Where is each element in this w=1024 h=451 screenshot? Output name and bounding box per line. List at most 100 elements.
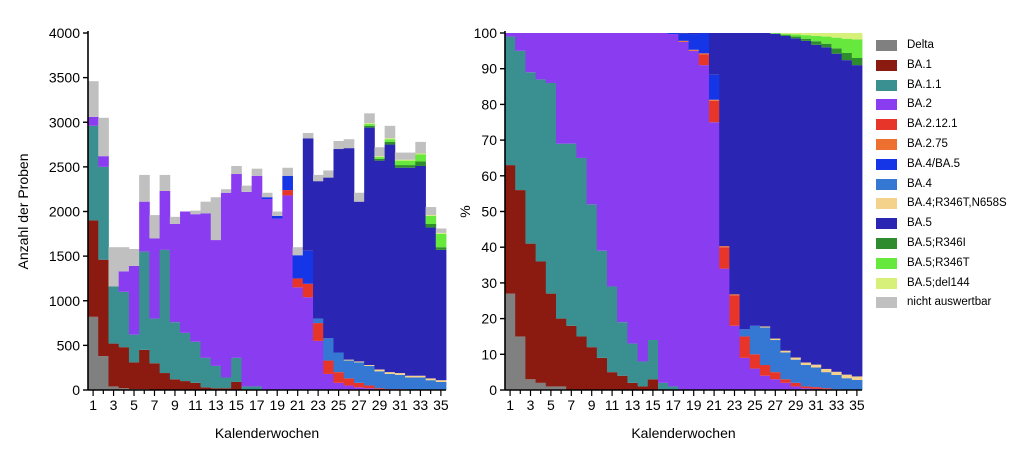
bar-segment-ba-2-kw24 — [739, 357, 751, 390]
y-tick-label: 90 — [481, 61, 497, 77]
y-tick-label: 0 — [72, 382, 80, 398]
x-tick-label: 1 — [506, 397, 514, 413]
bar-segment-nicht-auswertbar-kw14 — [220, 189, 232, 193]
legend-label: BA.4/BA.5 — [907, 157, 961, 170]
bar-segment-ba-2-kw15 — [231, 174, 242, 358]
bar-segment-ba-5-kw31 — [811, 44, 822, 365]
bar-segment-ba-1-kw1 — [88, 220, 99, 317]
bar-segment-ba-5-kw34 — [425, 227, 437, 379]
bar-segment-ba-2-kw6 — [556, 33, 567, 144]
bar-segment-ba-5-r346t-kw31 — [811, 35, 822, 42]
bar-segment-nicht-auswertbar-kw19 — [272, 211, 283, 216]
bar-segment-ba-1-1-kw13 — [210, 365, 222, 389]
bar-segment-ba-5-del144-kw35 — [435, 232, 447, 234]
bar-segment-ba-1-1-kw2 — [515, 50, 526, 191]
x-tick-label: 15 — [645, 397, 661, 413]
bar-segment-ba-1-kw4 — [535, 261, 547, 383]
bar-segment-ba-2-12-1-kw26 — [760, 365, 771, 376]
bar-segment-ba-2-kw10 — [596, 33, 608, 251]
bar-segment-ba-2-12-1-kw29 — [374, 388, 386, 390]
bar-segment-ba-2-75-kw22 — [719, 246, 730, 248]
bar-segment-ba-5-kw24 — [739, 33, 751, 330]
bar-segment-ba-5-r346i-kw34 — [425, 224, 437, 228]
bar-segment-ba-1-1-kw9 — [586, 204, 598, 348]
x-tick-label: 23 — [310, 397, 326, 413]
bar-segment-ba-1-kw14 — [637, 386, 649, 390]
bar-segment-ba-1-kw7 — [566, 325, 577, 390]
bar-segment-nicht-auswertbar-kw9 — [169, 216, 181, 224]
bar-segment-delta-kw3 — [525, 379, 536, 390]
bar-segment-ba-2-kw19 — [272, 218, 283, 390]
bar-segment-nicht-auswertbar-kw33 — [415, 141, 426, 154]
bar-segment-ba-4-kw29 — [374, 371, 386, 389]
bar-segment-ba-1-1-kw14 — [220, 377, 232, 389]
y-axis-title: % — [457, 205, 473, 217]
bar-segment-ba-5-r346t-kw28 — [780, 33, 791, 35]
bar-segment-ba-2-12-1-kw20 — [698, 54, 710, 66]
bar-segment-ba-1-kw5 — [545, 293, 557, 387]
bar-segment-ba-5-r346t-kw32 — [821, 36, 832, 44]
legend-item: BA.4 — [876, 177, 1024, 197]
bar-segment-ba-5-del144-kw32 — [405, 159, 416, 161]
bar-segment-delta-kw4 — [118, 388, 130, 390]
bar-segment-ba-5-r346t-kw34 — [425, 215, 437, 224]
bar-segment-ba-2-12-1-kw23 — [729, 295, 740, 326]
x-tick-label: 5 — [547, 397, 555, 413]
x-tick-label: 29 — [788, 397, 804, 413]
x-tick-label: 19 — [686, 397, 702, 413]
y-tick-label: 10 — [481, 346, 497, 362]
bar-segment-ba-5-kw28 — [364, 127, 375, 366]
x-tick-label: 11 — [188, 397, 203, 413]
bar-segment-ba-2-12-1-kw21 — [292, 278, 304, 288]
x-tick-label: 33 — [829, 397, 845, 413]
bar-segment-ba-2-kw5 — [545, 33, 557, 83]
bar-segment-ba-4-ba-5-kw21 — [292, 255, 304, 279]
bar-segment-ba-5-r346i-kw28 — [364, 125, 375, 128]
bar-segment-ba-2-12-1-kw26 — [343, 378, 355, 386]
bar-segment-ba-4-kw32 — [405, 377, 416, 390]
legend-item: BA.1 — [876, 58, 1024, 78]
bar-segment-ba-2-kw26 — [343, 385, 355, 390]
bar-segment-nicht-auswertbar-kw26 — [343, 139, 355, 149]
bar-segment-delta-kw5 — [545, 386, 557, 390]
legend-swatch — [876, 178, 897, 190]
bar-segment-ba-5-kw27 — [770, 33, 781, 339]
bar-segment-ba-5-del144-kw28 — [780, 33, 791, 34]
bar-segment-ba-4-r346t-n658s-kw35 — [435, 380, 447, 382]
legend-label: BA.5 — [907, 217, 932, 230]
y-tick-label: 1500 — [49, 248, 80, 264]
bar-segment-ba-4-kw25 — [749, 325, 761, 355]
bar-segment-ba-5-r346i-kw35 — [435, 247, 447, 250]
bar-segment-ba-5-kw35 — [851, 65, 863, 377]
x-tick-label: 25 — [331, 397, 347, 413]
bar-segment-ba-2-kw9 — [169, 224, 181, 323]
bar-segment-ba-1-1-kw6 — [139, 251, 150, 350]
bar-segment-ba-5-kw24 — [323, 177, 334, 339]
x-tick-label: 35 — [433, 397, 449, 413]
bar-segment-ba-2-kw17 — [251, 175, 263, 387]
legend-item: BA.1.1 — [876, 78, 1024, 98]
bar-segment-nicht-auswertbar-kw25 — [333, 140, 345, 150]
legend-item: BA.5;R346T — [876, 256, 1024, 276]
bar-segment-ba-5-del144-kw33 — [831, 33, 842, 38]
bars-group — [88, 81, 447, 390]
bar-segment-ba-4-kw26 — [343, 360, 355, 379]
bar-segment-ba-4-kw35 — [435, 381, 447, 390]
bar-segment-ba-4-kw30 — [384, 373, 396, 390]
bar-segment-nicht-auswertbar-kw31 — [394, 152, 406, 160]
bar-segment-ba-2-kw13 — [210, 240, 222, 366]
bar-segment-nicht-auswertbar-kw35 — [435, 228, 447, 233]
bar-segment-ba-1-kw14 — [220, 388, 232, 390]
legend-swatch — [876, 158, 897, 170]
bar-segment-ba-2-kw18 — [261, 199, 273, 390]
y-tick-label: 60 — [481, 168, 497, 184]
bar-segment-ba-2-kw8 — [576, 33, 587, 158]
bar-segment-nicht-auswertbar-kw5 — [128, 248, 140, 266]
legend-item: BA.5;del144 — [876, 276, 1024, 296]
bar-segment-ba-5-r346i-kw29 — [790, 36, 802, 39]
bar-segment-ba-5-del144-kw31 — [394, 159, 406, 161]
legend-swatch — [876, 79, 897, 91]
bar-segment-nicht-auswertbar-kw12 — [200, 201, 212, 214]
bar-segment-ba-2-kw11 — [190, 214, 201, 342]
